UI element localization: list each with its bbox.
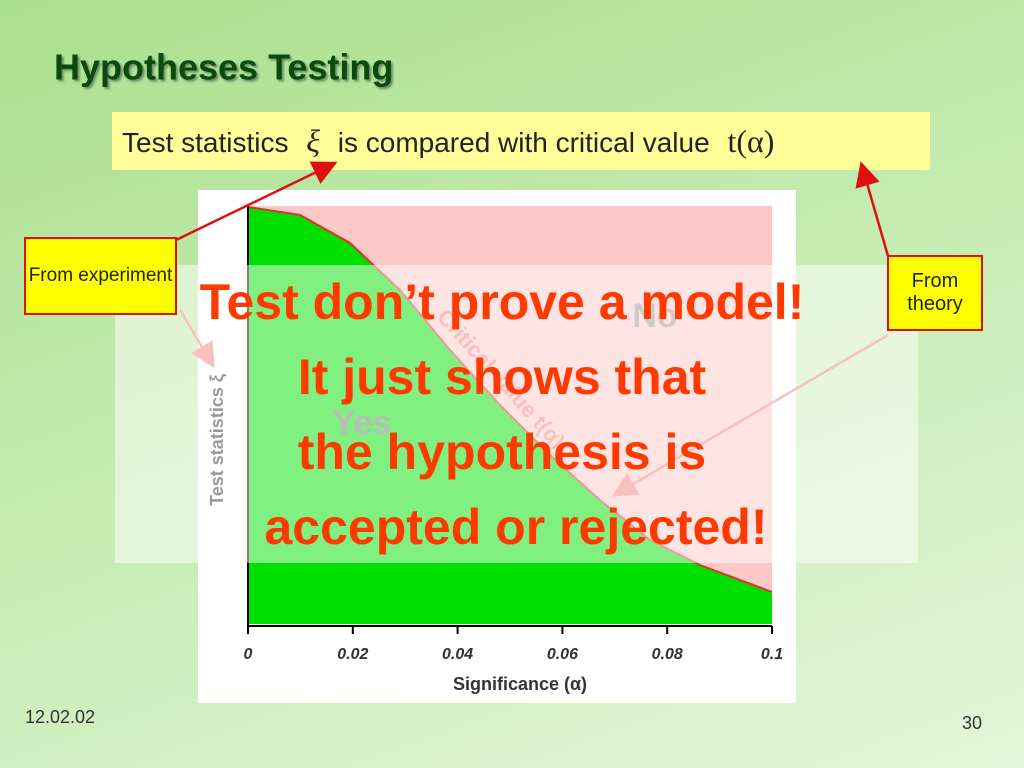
statement: Test statistics ξ is compared with criti… bbox=[122, 123, 774, 159]
x-axis-label: Significance (α) bbox=[453, 674, 587, 694]
statement-formula: t(α) bbox=[727, 123, 774, 159]
statement-before: Test statistics bbox=[122, 127, 288, 158]
overlay-message: Test don’t prove a model! It just shows … bbox=[200, 274, 805, 555]
x-tick-label: 0.1 bbox=[761, 646, 783, 663]
callout-box bbox=[24, 237, 177, 315]
callout-box bbox=[887, 255, 983, 331]
overlay-line: Test don’t prove a model! bbox=[200, 274, 805, 330]
overlay-line: accepted or rejected! bbox=[265, 499, 768, 555]
x-tick-label: 0.06 bbox=[547, 646, 578, 663]
arrow bbox=[175, 161, 338, 242]
statement-box bbox=[112, 112, 930, 170]
arrow bbox=[855, 161, 890, 257]
callout: From theory bbox=[907, 270, 963, 315]
x-ticks: 0 0.02 0.04 0.06 0.08 0.1 bbox=[244, 626, 783, 663]
overlay-backdrop bbox=[115, 265, 918, 563]
callout-text: From theory bbox=[907, 270, 963, 315]
callout: From experiment bbox=[28, 265, 173, 286]
callout-text: From experiment bbox=[28, 265, 173, 286]
x-tick-label: 0.08 bbox=[652, 646, 683, 663]
statement-symbol: ξ bbox=[306, 123, 320, 159]
footer-page: 30 bbox=[962, 713, 982, 733]
x-tick-label: 0.04 bbox=[442, 646, 473, 663]
overlay-line: It just shows that bbox=[298, 349, 707, 405]
overlay-line: the hypothesis is bbox=[298, 424, 706, 480]
x-tick-label: 0 bbox=[244, 646, 253, 663]
slide-title: Hypotheses Testing bbox=[54, 47, 393, 88]
footer-date: 12.02.02 bbox=[25, 707, 95, 727]
statement-middle: is compared with critical value bbox=[338, 127, 710, 158]
x-tick-label: 0.02 bbox=[337, 646, 368, 663]
